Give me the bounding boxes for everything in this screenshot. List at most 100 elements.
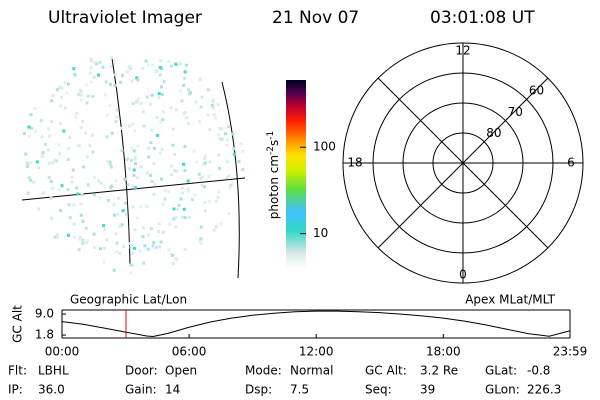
pixel [131,251,135,255]
pixel [92,60,96,64]
pixel [218,127,222,130]
field-value: 7.5 [290,383,309,397]
field-label: Gain: [125,383,157,397]
pixel [198,239,202,243]
pixel [55,88,59,92]
pixel [192,149,196,153]
field-value: Open [165,364,197,378]
pixel [81,119,85,123]
pixel [182,83,186,87]
pixel [159,59,163,63]
pixel [47,175,51,179]
pixel [112,268,116,272]
pixel [198,120,202,124]
lat-ring [432,132,494,194]
pixel [169,64,173,68]
pixel [131,122,134,126]
pixel [153,246,156,250]
pixel [63,106,67,110]
pixel [102,224,106,228]
pixel [51,94,55,97]
pixel [204,209,207,213]
pixel [160,177,163,181]
pixel [59,104,63,108]
pixel [29,178,33,182]
pixel [135,76,139,80]
pixel [88,71,92,75]
pixel [213,116,217,120]
pixel [37,166,41,170]
pixel [168,222,171,226]
pixel [152,146,156,150]
pixel [41,151,45,155]
pixel [183,70,187,74]
pixel [74,115,78,119]
pixel [135,99,139,103]
pixel [217,190,221,194]
pixel [183,169,187,173]
pixel [159,121,163,124]
pixel [44,142,47,146]
pixel [26,163,30,167]
pixel [104,80,108,84]
pixel [208,160,212,164]
pixel [57,85,61,89]
pixel [163,188,167,192]
pixel [92,75,96,79]
pixel [183,145,187,149]
pixel [220,127,224,131]
pixel [158,66,162,69]
pixel [155,69,159,73]
field-label: GC Alt: [365,364,407,378]
pixel [68,136,72,139]
panel-label: Geographic Lat/Lon [70,293,187,307]
pixel [72,222,76,226]
unit: photon cm [267,155,281,219]
pixel [123,177,127,181]
pixel [129,158,133,162]
pixel [181,191,185,195]
pixel [66,157,70,161]
pixel [27,135,31,139]
pixel [179,62,182,66]
pixel [86,183,90,187]
pixel [88,143,92,147]
colorbar [286,80,306,268]
grid-line [111,57,131,266]
x-tick-label: 18:00 [426,345,461,359]
pixel [104,93,107,97]
pixel [79,235,83,239]
pixel [217,133,221,137]
pixel [171,143,175,147]
pixel [171,127,175,131]
pixel [227,212,231,216]
pixel [77,248,81,252]
pixel [191,198,194,202]
field-value: 14 [165,383,180,397]
pixel [85,241,89,244]
pixel [160,93,164,96]
pixel [129,66,132,70]
pixel [116,212,120,216]
pixel [129,245,133,249]
pixel [99,181,103,185]
pixel [183,216,187,219]
pixel [172,217,176,221]
pixel [141,110,145,114]
pixel [41,191,45,195]
mlt-label: 0 [459,268,467,282]
pixel [99,247,102,251]
pixel [122,245,126,249]
panel-label: Apex MLat/MLT [465,293,555,307]
pixel [79,202,83,206]
pixel [114,119,118,123]
pixel [55,235,59,239]
pixel [76,192,80,196]
pixel [105,160,109,164]
pixel [227,125,230,129]
pixel [149,173,153,177]
pixel [207,175,211,179]
pixel [144,59,148,63]
pixel [93,246,97,250]
